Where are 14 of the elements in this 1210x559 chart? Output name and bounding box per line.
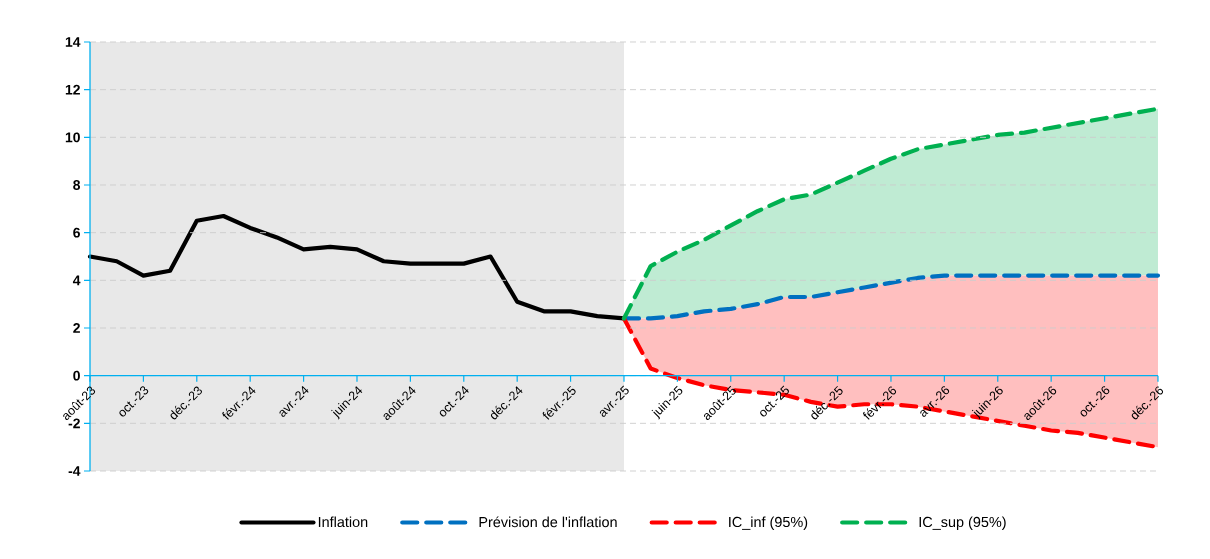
y-tick-label: 6 xyxy=(73,227,80,238)
y-tick-label: 8 xyxy=(73,180,81,190)
legend-label: IC_sup (95%) xyxy=(919,516,1006,530)
y-tick-label: 2 xyxy=(73,323,80,333)
y-tick-label: 0 xyxy=(73,370,80,381)
y-tick-label: -4 xyxy=(68,466,81,476)
legend-label: Prévision de l'inflation xyxy=(479,516,617,528)
y-tick-label: 4 xyxy=(72,275,81,286)
legend-label: Inflation xyxy=(318,516,368,528)
y-tick-label: 10 xyxy=(65,132,80,143)
y-tick-label: 12 xyxy=(65,84,80,95)
y-tick-label: -2 xyxy=(68,418,80,429)
y-tick-label: 14 xyxy=(65,37,81,47)
legend-label: IC_inf (95%) xyxy=(729,516,808,530)
